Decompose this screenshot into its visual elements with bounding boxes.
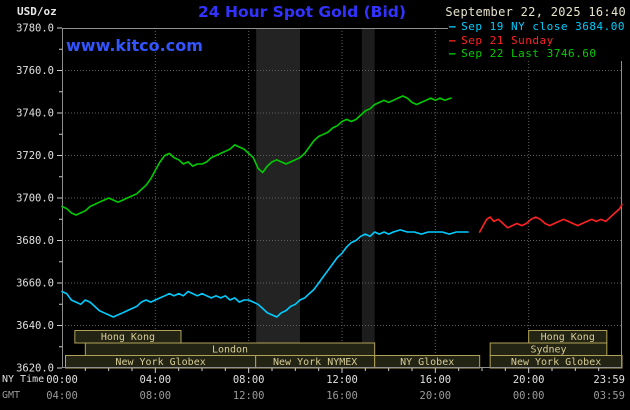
y-tick-label: 3740.0 [16, 108, 54, 120]
legend-marker: – [449, 33, 457, 47]
y-tick-label: 3620.0 [16, 363, 54, 375]
y-tick-label: 3660.0 [16, 278, 54, 290]
x-tick-label-gmt: 20:00 [420, 390, 452, 402]
x-tick-label-ny: 12:00 [326, 374, 358, 386]
session-label: NY Globex [400, 357, 454, 368]
y-tick-label: 3700.0 [16, 193, 54, 205]
kitco-watermark-link[interactable]: www.kitco.com [66, 36, 203, 55]
x-tick-label-ny: 20:00 [513, 374, 545, 386]
legend-marker: – [449, 20, 457, 33]
series-sep19 [61, 229, 469, 318]
plot-border [62, 28, 622, 368]
y-tick-label: 3640.0 [16, 320, 54, 332]
session-label: New York Globex [115, 357, 205, 368]
legend-marker: – [449, 47, 457, 60]
legend-item-sep21: – Sep 21 Sunday [449, 34, 625, 48]
legend-label: Sep 22 Last 3746.60 [461, 47, 597, 60]
x-tick-label-gmt: 16:00 [326, 390, 358, 402]
datetime-label: September 22, 2025 16:40 [445, 5, 626, 19]
x-tick-label-gmt: 03:59 [593, 390, 625, 402]
legend-label: Sep 19 NY close 3684.00 [461, 20, 625, 33]
series-sep21 [478, 203, 623, 233]
x-tick-label-gmt: 12:00 [233, 390, 265, 402]
ny-time-axis-label: NY Time [2, 374, 45, 385]
legend-item-sep22: – Sep 22 Last 3746.60 [449, 47, 625, 61]
y-tick-label: 3780.0 [16, 23, 54, 35]
session-label: New York NYMEX [273, 357, 357, 368]
session-label: Hong Kong [541, 332, 595, 343]
x-tick-label-gmt: 00:00 [513, 390, 545, 402]
x-tick-label-ny: 23:59 [593, 374, 625, 386]
x-tick-label-gmt: 04:00 [46, 390, 78, 402]
x-tick-label-ny: 00:00 [46, 374, 78, 386]
x-tick-label-ny: 16:00 [420, 374, 452, 386]
x-tick-label-ny: 04:00 [140, 374, 172, 386]
session-label: Sydney [530, 345, 566, 356]
session-label: Hong Kong [101, 332, 155, 343]
x-tick-label-ny: 08:00 [233, 374, 265, 386]
session-label: London [212, 345, 248, 356]
legend-item-sep19: – Sep 19 NY close 3684.00 [449, 20, 625, 34]
series-sep22 [61, 95, 452, 216]
units-label: USD/oz [17, 5, 57, 18]
y-tick-label: 3680.0 [16, 235, 54, 247]
legend: – Sep 19 NY close 3684.00– Sep 21 Sunday – S… [448, 20, 626, 61]
page-title: 24 Hour Spot Gold (Bid) [198, 3, 406, 21]
gmt-axis-label: GMT [2, 390, 21, 401]
legend-label: Sep 21 Sunday [461, 33, 554, 47]
x-tick-label-gmt: 08:00 [140, 390, 172, 402]
session-label: New York Globex [511, 357, 601, 368]
y-tick-label: 3760.0 [16, 65, 54, 77]
y-tick-label: 3720.0 [16, 150, 54, 162]
